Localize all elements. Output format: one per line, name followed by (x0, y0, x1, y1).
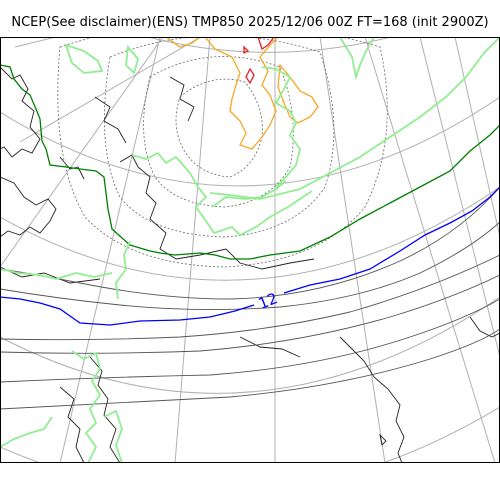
meridian-line (174, 37, 211, 463)
coastline (59, 386, 85, 463)
isotherm-line (175, 78, 263, 178)
coastline (0, 66, 41, 158)
solid-isotherms (0, 186, 500, 410)
isotherm-0c (0, 64, 500, 260)
red-contour (257, 37, 275, 51)
isotherm-12c (283, 186, 500, 294)
coastline (0, 176, 57, 238)
graticule (0, 37, 500, 463)
lightgreen-contour (115, 240, 131, 300)
isotherm-line (0, 254, 500, 341)
lightgreen-contour (0, 268, 113, 280)
coastline (119, 154, 177, 260)
lightgreen-contours (0, 37, 500, 463)
coastline (94, 96, 127, 144)
meridian-line (319, 37, 386, 463)
meridian-line (59, 37, 161, 463)
coastline (169, 76, 195, 122)
lightgreen-contour (261, 66, 301, 188)
coastline (175, 248, 315, 270)
isotherm-line (0, 328, 500, 410)
parallel-line (0, 296, 500, 394)
lightgreen-contour (103, 409, 123, 463)
isotherm-line (0, 186, 500, 300)
lightgreen-contour (0, 416, 53, 448)
parallel-line (0, 186, 500, 281)
orange-contour (277, 63, 319, 124)
coastline (379, 433, 387, 446)
lightgreen-contour (209, 37, 500, 200)
lightgreen-contour (131, 151, 313, 237)
meridian-line (454, 37, 500, 238)
orange-contours (165, 37, 319, 150)
orange-contour (165, 37, 201, 48)
coastline (469, 316, 500, 338)
red-contour (243, 45, 250, 55)
red-contours (243, 37, 275, 85)
coastline (239, 336, 301, 358)
parallel-line (0, 406, 500, 463)
lightgreen-contour (71, 350, 102, 463)
isotherm-line (0, 274, 500, 354)
red-contour (245, 67, 255, 85)
coastline (0, 266, 101, 284)
isotherm-12c (0, 296, 255, 326)
lightgreen-contour (125, 44, 139, 75)
meridian-line (0, 37, 164, 268)
coastline (89, 356, 121, 463)
lightgreen-contour (339, 37, 375, 81)
map-frame: 12 (0, 37, 500, 463)
map-title: NCEP(See disclaimer)(ENS) TMP850 2025/12… (11, 15, 489, 30)
isotherm-line (103, 37, 335, 238)
coastline (339, 336, 405, 463)
weather-map: 12 (0, 37, 500, 463)
contour-label-12: 12 (256, 289, 280, 313)
lightgreen-contour (64, 43, 104, 74)
orange-contour (204, 37, 279, 150)
isotherm-line (143, 56, 294, 208)
isotherm-line (0, 221, 500, 311)
parallel-line (145, 37, 393, 53)
meridian-line (419, 37, 500, 358)
parallel-line (0, 96, 500, 187)
meridian-line (364, 37, 496, 463)
isotherm-line (0, 298, 500, 383)
